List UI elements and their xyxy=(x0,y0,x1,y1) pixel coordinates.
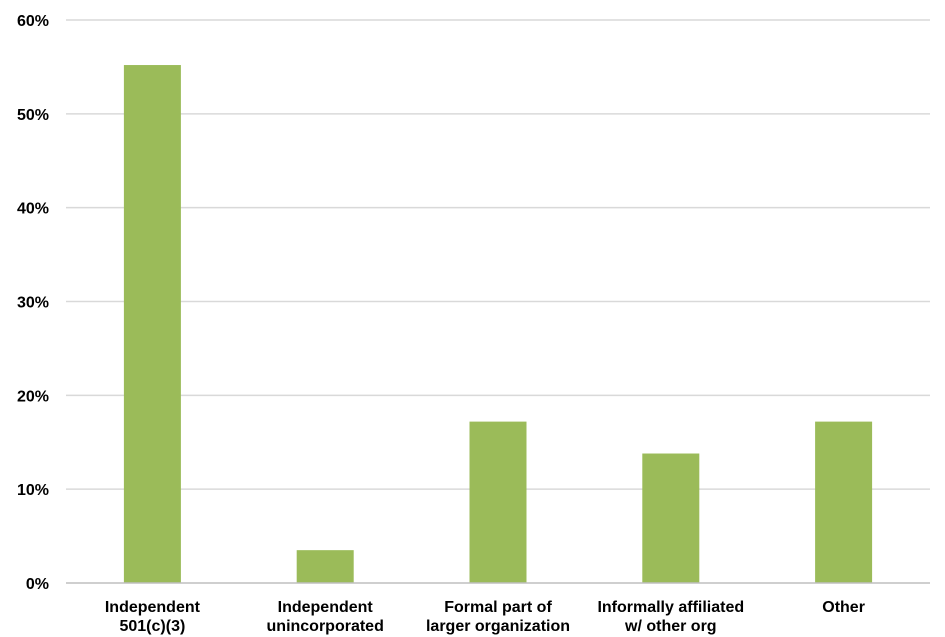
gridlines xyxy=(66,19,930,490)
x-tick-label-line: Informally affiliated xyxy=(597,599,744,616)
x-tick-label: Independent unincorporated xyxy=(267,599,384,635)
y-tick-label: 40% xyxy=(17,201,49,218)
y-tick-label: 0% xyxy=(26,576,49,593)
x-tick-label-line: unincorporated xyxy=(267,618,384,635)
bar xyxy=(469,421,527,583)
x-tick-label-line: Other xyxy=(822,599,865,616)
y-tick-label: 60% xyxy=(17,13,49,30)
y-tick-label: 10% xyxy=(17,482,49,499)
x-tick-label: Formal part of larger organization xyxy=(426,599,570,635)
y-axis-tick-labels: 0% 10% 20% 30% 40% 50% 60% xyxy=(17,13,49,593)
x-tick-label-line: Formal part of xyxy=(444,599,552,616)
x-tick-label-line: larger organization xyxy=(426,618,570,635)
x-tick-label-line: Independent xyxy=(278,599,374,616)
x-tick-label-line: 501(c)(3) xyxy=(119,618,185,635)
x-tick-label-line: Independent xyxy=(105,599,201,616)
bar xyxy=(815,421,873,583)
y-tick-label: 50% xyxy=(17,107,49,124)
x-tick-label: Other xyxy=(822,599,865,616)
bar xyxy=(296,550,354,583)
bar xyxy=(642,453,700,583)
x-axis-tick-labels: Independent 501(c)(3) Independent unincorpo… xyxy=(105,599,865,635)
x-tick-label: Informally affiliated w/ other org xyxy=(597,599,744,635)
x-tick-label: Independent 501(c)(3) xyxy=(105,599,201,635)
x-tick-label-line: w/ other org xyxy=(624,618,717,635)
bars xyxy=(123,65,873,584)
bar xyxy=(123,65,181,584)
y-tick-label: 20% xyxy=(17,388,49,405)
y-tick-label: 30% xyxy=(17,295,49,312)
